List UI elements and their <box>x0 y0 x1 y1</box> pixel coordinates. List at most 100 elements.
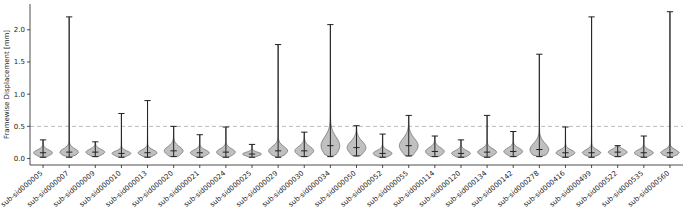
max-cap <box>379 134 385 135</box>
violin-body <box>478 115 497 157</box>
violin-body <box>321 25 340 157</box>
extrema-line <box>460 140 461 157</box>
x-tick <box>95 165 96 168</box>
x-tick <box>121 165 122 168</box>
median-line <box>588 152 594 153</box>
min-cap <box>171 156 177 157</box>
violin-body <box>34 140 53 157</box>
max-cap <box>667 11 673 12</box>
extrema-line <box>121 113 122 157</box>
x-tick <box>173 165 174 168</box>
y-tick-label: 2.0 <box>14 26 25 34</box>
violin-body <box>347 126 366 156</box>
y-tick <box>27 158 30 159</box>
min-cap <box>510 156 516 157</box>
extrema-line <box>356 126 357 156</box>
x-tick <box>147 165 148 168</box>
x-tick <box>669 165 670 168</box>
min-cap <box>667 157 673 158</box>
max-cap <box>406 115 412 116</box>
x-tick <box>487 165 488 168</box>
extrema-line <box>539 54 540 156</box>
median-line <box>275 150 281 151</box>
extrema-line <box>147 101 148 158</box>
x-tick <box>304 165 305 168</box>
extrema-line <box>487 115 488 157</box>
extrema-line <box>304 132 305 156</box>
min-cap <box>353 155 359 156</box>
min-cap <box>40 157 46 158</box>
x-tick <box>382 165 383 168</box>
median-line <box>223 152 229 153</box>
y-axis-label: Framewise Displacement [mm] <box>3 30 11 139</box>
violin-body <box>164 126 183 156</box>
median-line <box>197 152 203 153</box>
min-cap <box>615 156 621 157</box>
violin-body <box>373 134 392 157</box>
median-line <box>536 149 542 150</box>
x-tick-label: sub-sid000114 <box>391 169 436 209</box>
max-cap <box>327 24 333 25</box>
median-line <box>615 152 621 153</box>
min-cap <box>562 157 568 158</box>
min-cap <box>144 157 150 158</box>
x-tick <box>252 165 253 168</box>
min-cap <box>432 156 438 157</box>
min-cap <box>301 156 307 157</box>
extrema-line <box>225 127 226 157</box>
x-tick <box>539 165 540 168</box>
violin-body <box>190 135 209 158</box>
extrema-line <box>95 142 96 157</box>
median-line <box>118 153 124 154</box>
y-tick <box>27 94 30 95</box>
max-cap <box>641 136 647 137</box>
median-line <box>510 151 516 152</box>
x-tick <box>199 165 200 168</box>
x-tick <box>434 165 435 168</box>
violin-body <box>608 146 627 157</box>
max-cap <box>249 144 255 145</box>
chart: 0.00.51.01.52.0sub-sid000005sub-sid00000… <box>0 0 685 219</box>
min-cap <box>223 157 229 158</box>
x-tick <box>278 165 279 168</box>
y-tick-label: 0.5 <box>14 123 25 131</box>
max-cap <box>510 131 516 132</box>
median-line <box>484 152 490 153</box>
y-tick-label: 1.5 <box>14 58 25 66</box>
violin-body <box>60 17 79 157</box>
max-cap <box>223 127 229 128</box>
median-line <box>249 154 255 155</box>
median-line <box>92 152 98 153</box>
min-cap <box>92 156 98 157</box>
extrema-line <box>43 140 44 157</box>
extrema-line <box>434 136 435 157</box>
x-tick <box>356 165 357 168</box>
max-cap <box>432 136 438 137</box>
violin-body <box>269 45 288 158</box>
x-tick <box>617 165 618 168</box>
x-tick <box>408 165 409 168</box>
violin-body <box>452 140 471 157</box>
violin-body <box>86 142 105 157</box>
max-cap <box>66 16 72 17</box>
x-tick-label: sub-sid000416 <box>522 169 567 209</box>
median-line <box>301 150 307 151</box>
max-cap <box>484 115 490 116</box>
min-cap <box>197 157 203 158</box>
violin-body <box>556 127 575 157</box>
y-tick-label: 0.0 <box>14 155 25 163</box>
extrema-line <box>330 25 331 157</box>
median-line <box>327 145 333 146</box>
violin-body <box>425 136 444 157</box>
extrema-line <box>513 132 514 157</box>
min-cap <box>458 157 464 158</box>
violin-body <box>138 101 157 158</box>
axes: 0.00.51.01.52.0sub-sid000005sub-sid00000… <box>0 4 683 209</box>
marks <box>30 12 683 158</box>
median-line <box>40 152 46 153</box>
max-cap <box>353 125 359 126</box>
x-tick-label: sub-sid000024 <box>182 169 227 209</box>
max-cap <box>40 139 46 140</box>
max-cap <box>458 139 464 140</box>
violin-body <box>399 115 418 156</box>
